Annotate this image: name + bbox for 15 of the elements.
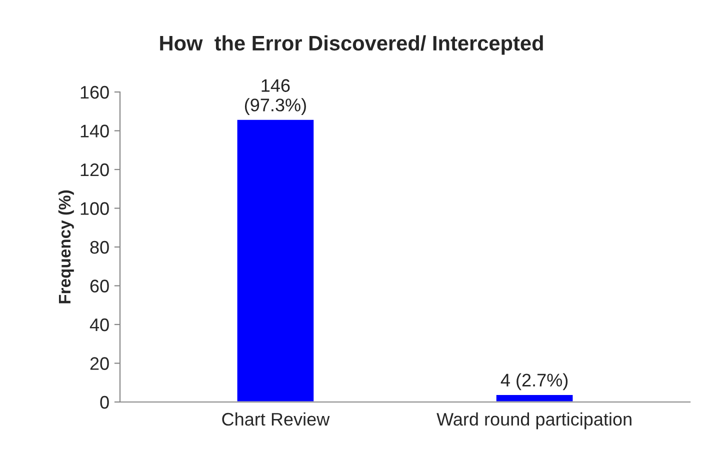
y-tick-label: 100	[80, 202, 109, 215]
x-tick-label: Ward round participation	[436, 412, 632, 430]
x-tick-label: Chart Review	[222, 412, 330, 426]
y-tick-label: 0	[100, 396, 109, 409]
y-tick-label: 60	[90, 280, 109, 292]
data-label: 146 (97.3%)	[244, 79, 306, 115]
y-tick-label: 80	[90, 240, 109, 254]
y-tick-label: 40	[90, 318, 109, 332]
y-tick-label: 20	[90, 357, 109, 370]
y-tick-label: 120	[80, 163, 109, 176]
y-tick-label: 160	[80, 86, 109, 99]
y-tick-label: 140	[80, 124, 109, 138]
chart-title: How the Error Discovered/ Intercepted	[160, 35, 543, 55]
data-label: 4 (2.7%)	[500, 373, 568, 390]
y-axis-title: Frequency (%)	[58, 190, 74, 304]
